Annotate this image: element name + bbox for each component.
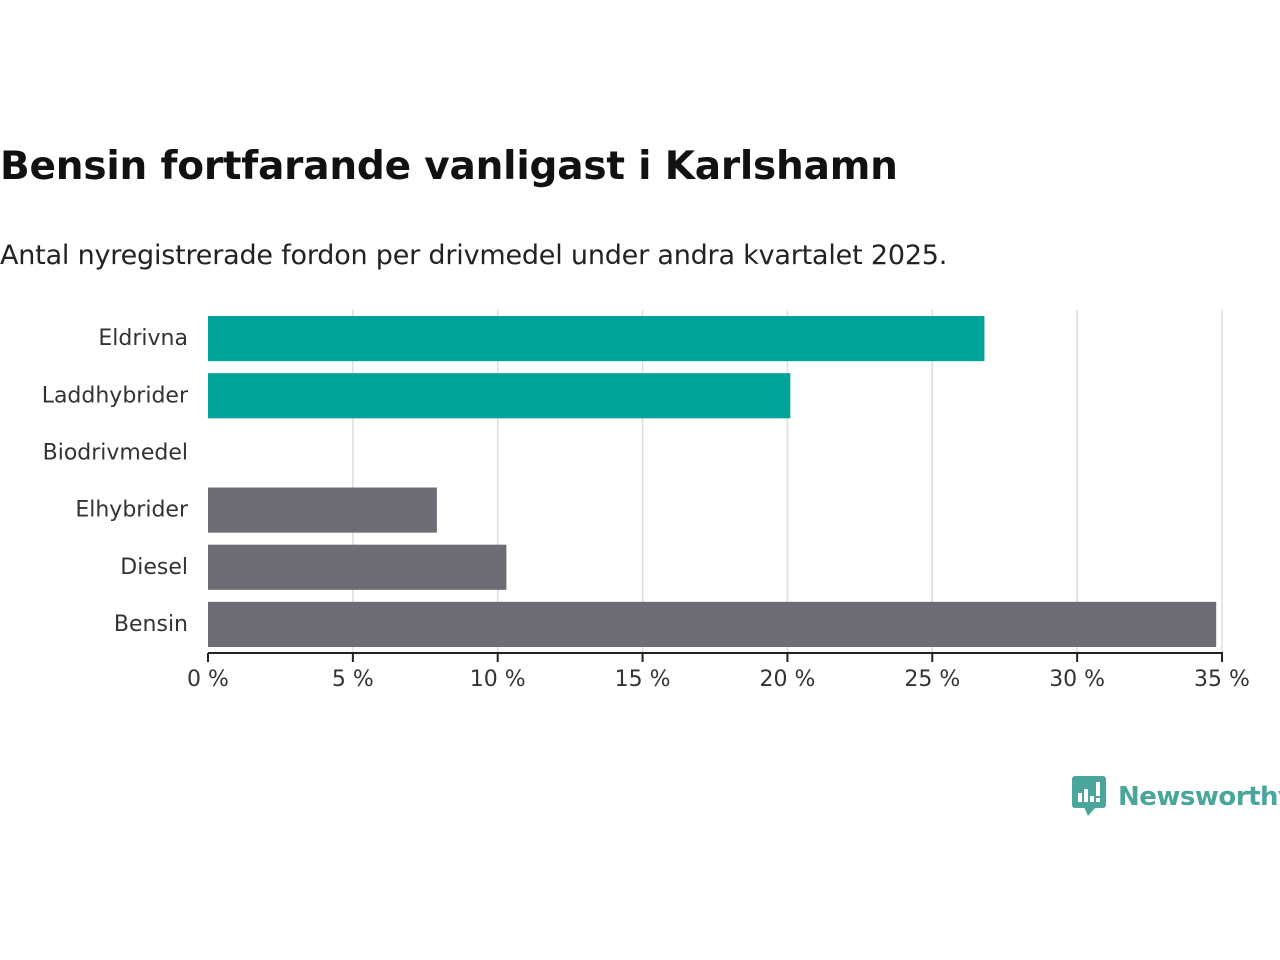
bars (208, 316, 1217, 647)
category-labels: Eldrivna Laddhybrider Biodrivmedel Elhybrid… (42, 326, 189, 637)
x-tick-label: 20 % (759, 667, 815, 692)
x-tick-label: 30 % (1049, 667, 1105, 692)
x-axis (207, 652, 1223, 662)
tick-labels: 0 % 5 % 10 % 15 % 20 % 25 % 30 % 35 % (187, 667, 1250, 692)
brand-name: Newsworthy (1118, 782, 1280, 812)
x-tick-label: 15 % (615, 667, 671, 692)
category-label: Laddhybrider (42, 383, 189, 408)
bar-elhybrider (208, 487, 437, 533)
grid-lines (352, 310, 1223, 653)
x-tick-label: 0 % (187, 667, 229, 692)
brand-logo: Newsworthy (1072, 776, 1280, 818)
category-label: Elhybrider (75, 498, 189, 523)
bar-bensin (208, 601, 1217, 647)
chart-subtitle: Antal nyregistrerade fordon per drivmede… (0, 240, 948, 271)
x-tick-label: 35 % (1194, 667, 1250, 692)
chart-title: Bensin fortfarande vanligast i Karlshamn (0, 144, 898, 189)
bar-chart-speech-bubble-icon (1072, 776, 1106, 816)
category-label: Biodrivmedel (43, 440, 188, 465)
bar-laddhybrider (208, 373, 791, 419)
category-label: Diesel (120, 555, 188, 580)
x-tick-label: 25 % (904, 667, 960, 692)
category-label: Bensin (114, 612, 188, 637)
bar-eldrivna (208, 316, 985, 362)
x-tick-label: 5 % (332, 667, 374, 692)
category-label: Eldrivna (98, 326, 188, 351)
bar-diesel (208, 544, 507, 590)
x-tick-label: 10 % (470, 667, 526, 692)
